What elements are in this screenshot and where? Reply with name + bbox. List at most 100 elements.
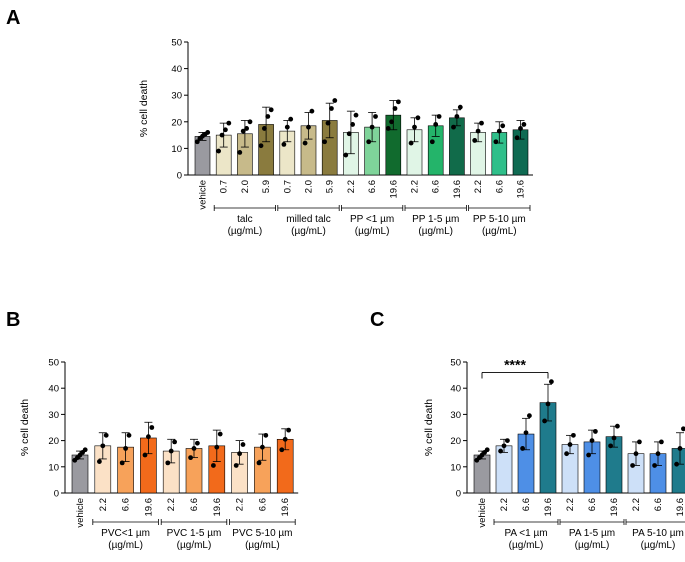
y-tick-label: 40 (450, 384, 461, 395)
x-tick-label: 2.2 (235, 498, 246, 511)
group-label: (µg/mL) (245, 540, 280, 551)
data-point (567, 442, 573, 447)
x-tick-label: 2.2 (631, 498, 642, 511)
data-point (549, 379, 554, 385)
data-point (188, 455, 194, 461)
data-point (217, 431, 223, 437)
data-point (233, 463, 239, 468)
data-point (677, 446, 683, 451)
x-tick-label: vehicle (198, 180, 209, 210)
data-point (216, 148, 222, 154)
data-point (223, 127, 228, 133)
y-tick-label: 30 (48, 410, 59, 421)
data-point (219, 132, 225, 138)
data-point (103, 432, 109, 438)
data-point (392, 106, 398, 111)
data-point (652, 463, 657, 468)
data-point (350, 122, 355, 127)
group-label: (µg/mL) (355, 226, 390, 237)
data-point (195, 440, 200, 446)
y-tick-label: 10 (171, 144, 182, 155)
data-point (412, 124, 417, 130)
data-point (484, 447, 490, 453)
x-tick-label: 19.6 (388, 180, 399, 199)
y-tick-label: 20 (171, 117, 182, 128)
data-point (263, 432, 269, 438)
data-point (369, 124, 375, 130)
x-tick-label: 2.2 (346, 180, 357, 193)
y-tick-label: 20 (48, 436, 59, 447)
y-tick-label: 0 (54, 489, 59, 500)
y-axis-label: % cell death (423, 399, 435, 456)
data-point (279, 447, 285, 453)
chart-panel-c: 0 10 20 30 40 50 % cell death vehicle 2.2 6.6 19.6… (423, 356, 685, 551)
data-point (194, 139, 200, 145)
data-point (501, 443, 507, 449)
data-point (309, 108, 315, 114)
data-point (172, 439, 178, 445)
y-tick-label: 30 (171, 91, 182, 102)
group-label: (µg/mL) (228, 226, 263, 237)
data-point (408, 140, 414, 146)
data-point (472, 138, 478, 143)
data-point (191, 446, 197, 451)
x-tick-label: 2.2 (166, 498, 177, 511)
data-point (258, 143, 264, 149)
bar (671, 448, 685, 494)
data-point (545, 401, 551, 407)
data-point (366, 139, 372, 145)
data-point (500, 123, 506, 129)
x-tick-label: 2.2 (499, 498, 510, 511)
x-tick-label: 0.7 (219, 180, 230, 193)
x-tick-label: 19.6 (516, 180, 527, 199)
bar (495, 445, 513, 494)
x-tick-label: 6.6 (121, 498, 132, 511)
data-point (214, 444, 220, 450)
data-point (282, 436, 288, 442)
data-point (149, 425, 155, 430)
data-point (126, 432, 132, 438)
data-point (353, 112, 359, 118)
y-tick-label: 50 (450, 358, 461, 369)
x-tick-label: 2.2 (98, 498, 109, 511)
data-point (262, 126, 267, 131)
data-point (630, 463, 635, 468)
y-tick-label: 40 (171, 64, 182, 75)
data-point (389, 119, 394, 125)
data-point (523, 430, 529, 436)
data-point (211, 463, 216, 468)
data-point (496, 128, 502, 134)
group-label: (µg/mL) (482, 226, 517, 237)
group-label: (µg/mL) (291, 226, 326, 237)
data-point (396, 99, 401, 105)
data-point (457, 104, 463, 110)
data-point (633, 451, 639, 457)
data-point (527, 413, 532, 419)
x-tick-label: vehicle (477, 498, 488, 528)
x-tick-label: 6.6 (521, 498, 532, 511)
group-label: PVC 1-5 µm (167, 528, 222, 539)
significance-label: **** (504, 356, 526, 372)
data-point (82, 447, 88, 453)
data-point (226, 120, 232, 126)
x-tick-label: 2.0 (240, 180, 251, 193)
group-label: (µg/mL) (108, 540, 143, 551)
data-point (237, 451, 243, 457)
data-point (142, 452, 148, 458)
data-point (244, 126, 250, 131)
data-point (205, 130, 211, 135)
x-tick-label: 6.6 (653, 498, 664, 511)
x-tick-label: 19.6 (452, 180, 463, 199)
data-point (329, 106, 334, 111)
x-tick-label: 6.6 (431, 180, 442, 193)
x-tick-label: 2.2 (473, 180, 484, 193)
x-tick-label: 19.6 (143, 498, 154, 517)
group-label: milled talc (286, 214, 330, 225)
y-tick-label: 30 (450, 410, 461, 421)
group-label: (µg/mL) (641, 540, 676, 551)
panel-letter-c: C (370, 309, 384, 331)
data-point (100, 443, 106, 449)
data-point (346, 131, 352, 137)
data-point (659, 439, 664, 445)
